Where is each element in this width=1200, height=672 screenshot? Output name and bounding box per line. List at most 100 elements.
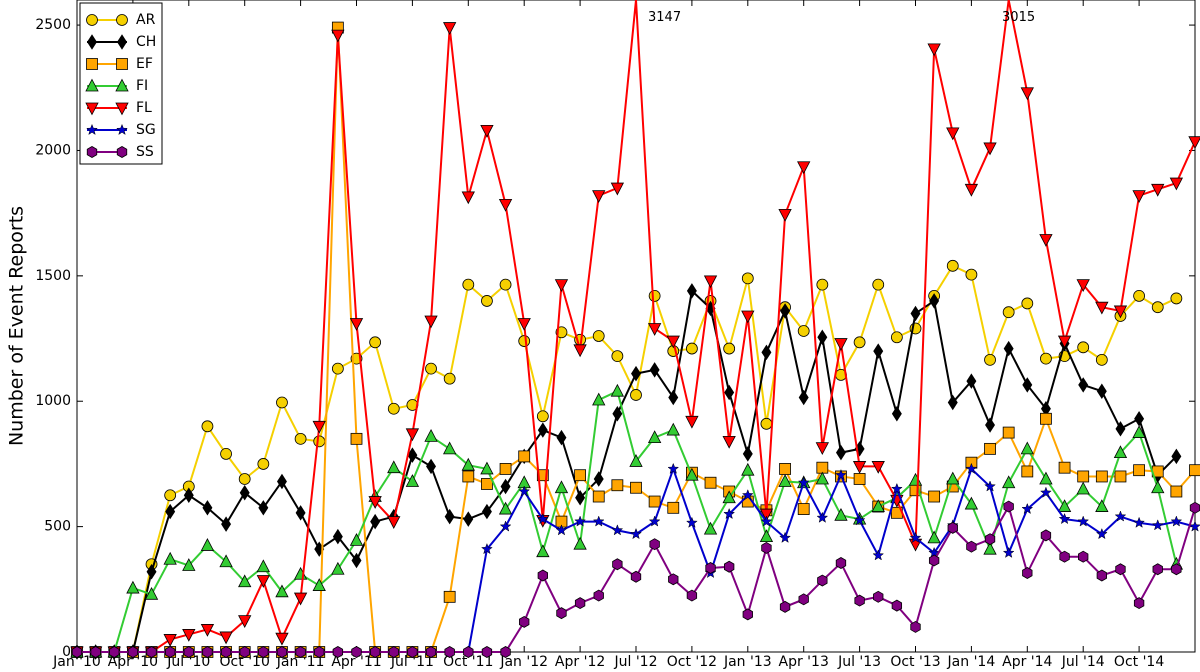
data-point — [312, 420, 326, 434]
y-tick-label: 1500 — [35, 268, 71, 284]
data-point — [387, 516, 401, 529]
data-point — [612, 558, 623, 571]
data-point — [462, 278, 475, 291]
data-point — [202, 646, 213, 658]
data-point — [1169, 177, 1184, 191]
x-tick-label: Jan '11 — [276, 654, 325, 670]
data-point — [388, 646, 399, 658]
data-point — [555, 524, 568, 536]
data-point — [556, 429, 567, 446]
x-tick-label: Apr '11 — [331, 654, 381, 670]
data-point — [966, 373, 977, 389]
data-point — [220, 447, 232, 460]
data-point — [183, 646, 194, 658]
data-point — [1115, 421, 1126, 437]
data-point — [1095, 301, 1109, 315]
data-point — [705, 562, 716, 574]
legend-label: SS — [136, 144, 154, 160]
data-point — [779, 600, 791, 613]
data-point — [890, 331, 903, 344]
data-point — [1020, 441, 1034, 455]
y-axis-title: Number of Event Reports — [6, 206, 28, 446]
x-tick-label: Oct '12 — [667, 654, 717, 670]
y-tick-label: 2500 — [35, 17, 71, 33]
data-point — [630, 481, 642, 494]
data-point — [1076, 279, 1090, 292]
data-point — [462, 470, 475, 483]
legend-item-ch: CH — [87, 34, 156, 50]
data-point — [182, 629, 196, 642]
series-ar — [71, 259, 1183, 658]
data-point — [928, 490, 941, 503]
data-point — [927, 530, 941, 544]
annotations: 3147 3015 — [648, 10, 1035, 25]
data-point — [258, 500, 269, 516]
x-tick-label: Apr '13 — [779, 654, 829, 670]
data-point — [854, 594, 865, 607]
data-point — [1077, 470, 1090, 483]
data-point — [1151, 480, 1165, 494]
data-point — [741, 462, 755, 476]
data-point — [183, 487, 194, 504]
data-point — [573, 536, 587, 550]
data-point — [1170, 292, 1183, 305]
data-point — [1096, 569, 1107, 582]
data-point — [835, 444, 846, 461]
data-point — [1058, 461, 1071, 474]
data-point — [983, 142, 997, 156]
series-fi — [70, 383, 1184, 658]
data-point — [666, 335, 680, 349]
data-point — [370, 513, 381, 530]
data-point — [760, 417, 773, 430]
data-point — [461, 191, 475, 205]
data-point — [1113, 445, 1128, 459]
data-point — [686, 283, 697, 299]
data-point — [536, 410, 549, 423]
data-point — [873, 343, 884, 359]
data-point — [984, 480, 996, 492]
data-point — [817, 329, 828, 346]
data-point — [630, 527, 642, 540]
data-point — [575, 490, 586, 506]
legend-label: CH — [136, 34, 156, 50]
data-point — [1114, 510, 1127, 522]
data-point — [1058, 512, 1071, 525]
data-point — [463, 511, 474, 527]
legend: AR CH EF FI FL SG SS — [79, 2, 163, 165]
data-point — [1077, 341, 1090, 354]
x-tick-label: Jul '11 — [390, 654, 434, 670]
data-point — [686, 589, 698, 602]
peak-annotation: 3015 — [1002, 10, 1035, 25]
x-axis: Jan '10 Apr '10 Jul '10 Oct '10 Jan '11 Apr '… — [52, 0, 1164, 670]
data-point — [257, 458, 270, 470]
data-point — [163, 551, 177, 565]
data-point — [1003, 500, 1014, 513]
data-point — [518, 485, 531, 497]
data-point — [1039, 234, 1053, 247]
data-point — [1057, 335, 1072, 349]
data-point — [612, 406, 623, 422]
y-tick-label: 2000 — [35, 142, 71, 158]
y-axis: 0 500 1000 1500 2000 2500 — [35, 17, 1195, 660]
data-point — [426, 458, 437, 475]
data-point — [293, 566, 308, 580]
data-point — [1115, 563, 1126, 576]
data-point — [965, 462, 978, 474]
data-point — [90, 646, 101, 658]
legend-label: SG — [136, 122, 156, 138]
legend-item-fl: FL — [85, 100, 152, 116]
data-point — [759, 529, 774, 543]
legend-marker — [86, 14, 98, 26]
legend-marker — [115, 78, 129, 92]
data-point — [1096, 383, 1107, 399]
legend-marker — [117, 34, 127, 50]
data-point — [407, 646, 418, 658]
data-point — [984, 533, 996, 546]
x-tick-label: Jul '10 — [166, 654, 210, 670]
data-point — [461, 457, 475, 471]
data-point — [741, 310, 755, 324]
data-point — [387, 402, 400, 415]
data-point — [239, 485, 250, 501]
data-point — [685, 516, 698, 528]
data-point — [221, 516, 232, 532]
